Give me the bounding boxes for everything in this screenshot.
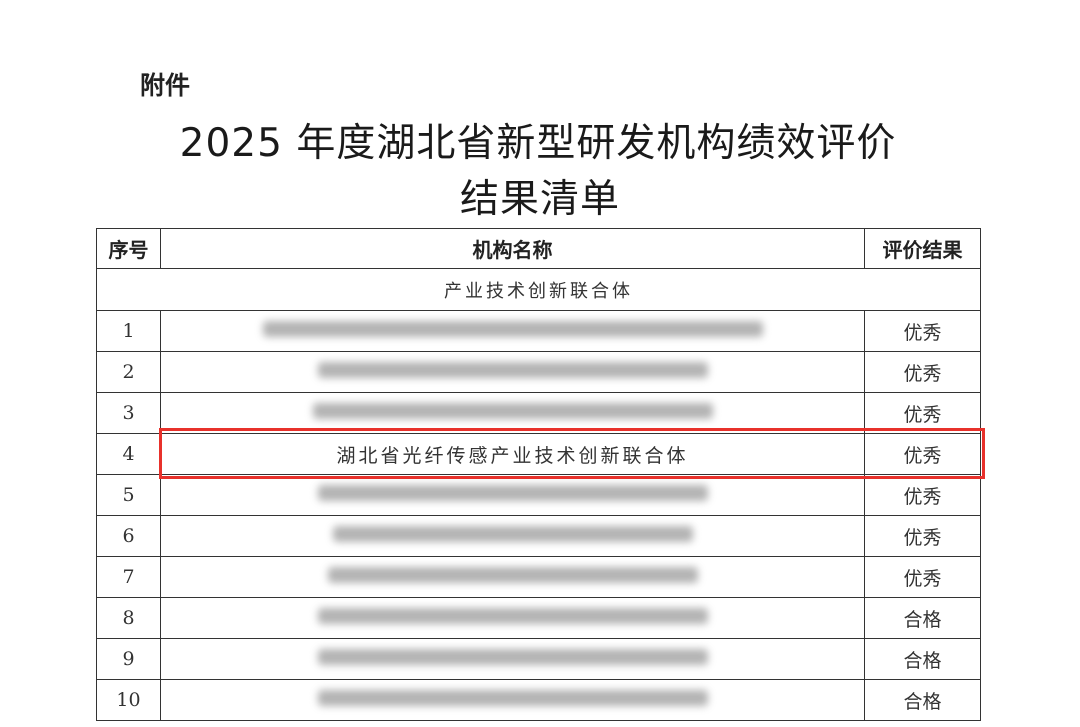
redacted-name	[317, 690, 708, 706]
table-header: 序号 机构名称 评价结果	[96, 228, 981, 269]
institution-name	[160, 310, 865, 352]
table-row: 7 优秀	[96, 556, 981, 598]
institution-name	[160, 392, 865, 434]
table-row: 1 优秀	[96, 310, 981, 352]
section-title: 产业技术创新联合体	[96, 268, 981, 311]
table-row: 6 优秀	[96, 515, 981, 557]
row-number: 5	[96, 474, 161, 516]
evaluation-result: 优秀	[864, 310, 981, 352]
row-number: 1	[96, 310, 161, 352]
institution-name	[160, 515, 865, 557]
redacted-name	[312, 403, 713, 419]
row-number: 7	[96, 556, 161, 598]
row-number: 9	[96, 638, 161, 680]
evaluation-result: 优秀	[864, 515, 981, 557]
institution-name	[160, 679, 865, 721]
redacted-name	[317, 362, 708, 378]
table-row: 2 优秀	[96, 351, 981, 393]
institution-name	[160, 474, 865, 516]
redacted-name	[327, 567, 698, 583]
page-title: 2025 年度湖北省新型研发机构绩效评价	[179, 121, 897, 166]
row-number: 10	[96, 679, 161, 721]
row-number: 6	[96, 515, 161, 557]
table-row: 9 合格	[96, 638, 981, 680]
page-subtitle: 结果清单	[459, 177, 620, 222]
row-number: 3	[96, 392, 161, 434]
table-row: 3 优秀	[96, 392, 981, 434]
evaluation-result: 合格	[864, 679, 981, 721]
table-row: 5 优秀	[96, 474, 981, 516]
results-table: 序号 机构名称 评价结果 产业技术创新联合体 1 优秀 2 优秀 3 优秀 4 湖北省光纤传感…	[96, 228, 981, 721]
row-number: 8	[96, 597, 161, 639]
redacted-name	[317, 649, 708, 665]
table-row: 10 合格	[96, 679, 981, 721]
evaluation-result: 合格	[864, 597, 981, 639]
institution-name	[160, 556, 865, 598]
header-name: 机构名称	[160, 228, 865, 269]
redacted-name	[317, 485, 708, 501]
evaluation-result: 优秀	[864, 474, 981, 516]
highlight-box	[159, 428, 985, 479]
redacted-name	[262, 321, 763, 337]
table-row: 8 合格	[96, 597, 981, 639]
row-number: 4	[96, 433, 161, 475]
evaluation-result: 优秀	[864, 351, 981, 393]
evaluation-result: 优秀	[864, 556, 981, 598]
institution-name	[160, 638, 865, 680]
header-number: 序号	[96, 228, 161, 269]
evaluation-result: 合格	[864, 638, 981, 680]
redacted-name	[332, 526, 693, 542]
institution-name	[160, 597, 865, 639]
header-result: 评价结果	[864, 228, 981, 269]
institution-name	[160, 351, 865, 393]
attachment-label: 附件	[140, 71, 191, 100]
section-row: 产业技术创新联合体	[96, 268, 981, 311]
redacted-name	[317, 608, 708, 624]
row-number: 2	[96, 351, 161, 393]
